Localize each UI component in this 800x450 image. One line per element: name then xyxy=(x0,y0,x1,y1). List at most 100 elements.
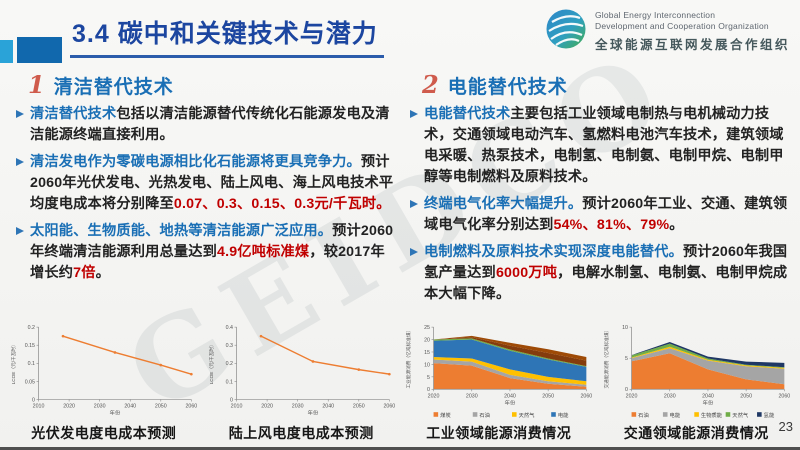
svg-text:年份: 年份 xyxy=(307,409,318,417)
bullet-list: 电能替代技术主要包括工业领域电制热与电机械动力技术，交通领域电动汽车、氢燃料电池… xyxy=(410,104,788,305)
chart-caption: 光伏发电度电成本预测 xyxy=(31,424,177,441)
svg-text:5: 5 xyxy=(427,375,430,381)
org-name-en-line1: Global Energy Interconnection xyxy=(594,9,716,20)
chart-wind-lcoe-plot: 0 0.1 0.2 0.3 0.4 2010 2020 2030 2040 2050 2060 LCO… xyxy=(208,325,395,417)
svg-text:2030: 2030 xyxy=(466,393,478,399)
svg-text:2030: 2030 xyxy=(94,404,106,410)
bullet-item: 清洁替代技术包括以清洁能源替代传统化石能源发电及清洁能源终端直接利用。 xyxy=(16,104,394,146)
svg-text:2010: 2010 xyxy=(33,404,45,410)
page-number: 23 xyxy=(778,419,793,434)
svg-text:2060: 2060 xyxy=(185,404,197,410)
svg-text:天然气: 天然气 xyxy=(519,411,536,419)
svg-text:0.05: 0.05 xyxy=(25,379,35,385)
chart-wind-lcoe: 0 0.1 0.2 0.3 0.4 2010 2020 2030 2040 2050 2060 LCO… xyxy=(206,320,398,443)
svg-text:年份: 年份 xyxy=(505,399,516,407)
svg-text:2060: 2060 xyxy=(383,404,395,410)
bullet-item: 电能替代技术主要包括工业领域电制热与电机械动力技术，交通领域电动汽车、氢燃料电池… xyxy=(410,104,788,188)
bullet-arrow-icon xyxy=(16,110,24,118)
bullet-arrow-icon xyxy=(410,248,418,257)
section-number: 1 xyxy=(28,70,45,99)
bullet-arrow-icon xyxy=(410,200,418,209)
chart-caption: 工业领域能源消费情况 xyxy=(426,424,572,441)
svg-text:2020: 2020 xyxy=(625,393,637,399)
svg-text:0.2: 0.2 xyxy=(28,325,35,331)
bullet-item: 电制燃料及原料技术实现深度电能替代。预计2060年我国氢产量达到6000万吨，电… xyxy=(410,242,788,305)
svg-text:0: 0 xyxy=(625,387,628,393)
svg-text:0: 0 xyxy=(230,397,233,403)
svg-text:0.1: 0.1 xyxy=(28,361,35,367)
svg-text:交通能源消费（亿吨标准煤）: 交通能源消费（亿吨标准煤） xyxy=(603,328,610,389)
chart-caption: 交通领域能源消费情况 xyxy=(623,424,769,441)
svg-text:2050: 2050 xyxy=(352,404,364,410)
svg-text:20: 20 xyxy=(424,337,430,343)
section-heading: 电能替代技术 xyxy=(447,77,568,98)
svg-text:2040: 2040 xyxy=(124,404,136,410)
svg-text:2030: 2030 xyxy=(291,404,303,410)
svg-text:2060: 2060 xyxy=(778,393,790,399)
chart-transport-energy-plot: 0 5 10 2020 2030 2040 2050 2060 交通能源消费（亿吨标准煤） 年份石… xyxy=(603,325,790,419)
bottom-edge-bar xyxy=(0,447,800,450)
svg-text:10: 10 xyxy=(622,325,628,331)
svg-text:2020: 2020 xyxy=(261,404,273,410)
svg-text:0.3: 0.3 xyxy=(225,343,232,349)
bullet-item: 终端电气化率大幅提升。预计2060年工业、交通、建筑领域电气化率分别达到54%、… xyxy=(410,194,788,236)
content-columns: 1 清洁替代技术 清洁替代技术包括以清洁能源替代传统化石能源发电及清洁能源终端直… xyxy=(0,66,800,320)
svg-text:0.1: 0.1 xyxy=(225,379,232,385)
svg-text:0: 0 xyxy=(427,387,430,393)
svg-text:2040: 2040 xyxy=(504,393,516,399)
bullet-item: 清洁发电作为零碳电源相比化石能源将更具竞争力。预计2060年光伏发电、光热发电、… xyxy=(16,152,394,215)
chart-transport-energy: 0 5 10 2020 2030 2040 2050 2060 交通能源消费（亿吨标准煤） 年份石… xyxy=(601,320,793,443)
section-number: 2 xyxy=(422,70,439,99)
svg-text:氢能: 氢能 xyxy=(763,411,774,419)
svg-text:电能: 电能 xyxy=(558,411,569,419)
bullet-list: 清洁替代技术包括以清洁能源替代传统化石能源发电及清洁能源终端直接利用。清洁发电作… xyxy=(16,104,394,284)
svg-text:生物质能: 生物质能 xyxy=(700,411,722,419)
bullet-arrow-icon xyxy=(16,158,24,167)
svg-text:0.15: 0.15 xyxy=(25,343,35,349)
bullet-arrow-icon xyxy=(16,227,24,236)
svg-text:LCOE（元/千瓦时）: LCOE（元/千瓦时） xyxy=(208,342,215,384)
header: 3.4 碳中和关键技术与潜力 xyxy=(0,0,800,66)
decor-square-light xyxy=(0,40,13,63)
svg-text:电能: 电能 xyxy=(669,411,680,419)
svg-text:2040: 2040 xyxy=(702,393,714,399)
decor-square-dark xyxy=(17,37,62,63)
chart-caption: 陆上风电度电成本预测 xyxy=(228,424,374,441)
chart-pv-lcoe: 0 0.05 0.1 0.15 0.2 2010 2020 2030 2040 2050 2060 L… xyxy=(8,320,200,443)
svg-text:LCOE（元/千瓦时）: LCOE（元/千瓦时） xyxy=(10,342,17,384)
chart-industry-energy-plot: 0 5 10 15 20 25 2020 2030 2040 2050 2060 工业能源消费（亿吨标… xyxy=(405,325,592,419)
svg-text:15: 15 xyxy=(424,350,430,356)
svg-text:2020: 2020 xyxy=(63,404,75,410)
svg-text:煤炭: 煤炭 xyxy=(440,411,451,419)
svg-text:年份: 年份 xyxy=(702,399,713,407)
svg-text:石油: 石油 xyxy=(479,411,490,419)
svg-text:2010: 2010 xyxy=(230,404,242,410)
svg-text:工业能源消费（亿吨标准煤）: 工业能源消费（亿吨标准煤） xyxy=(405,328,412,389)
svg-text:25: 25 xyxy=(424,325,430,331)
svg-text:0.4: 0.4 xyxy=(225,325,232,331)
svg-text:2050: 2050 xyxy=(155,404,167,410)
svg-text:2030: 2030 xyxy=(663,393,675,399)
bullet-item: 太阳能、生物质能、地热等清洁能源广泛应用。预计2060年终端清洁能源利用总量达到… xyxy=(16,221,394,284)
section-clean-replacement: 1 清洁替代技术 清洁替代技术包括以清洁能源替代传统化石能源发电及清洁能源终端直… xyxy=(16,68,394,320)
svg-text:2040: 2040 xyxy=(322,404,334,410)
svg-text:0.2: 0.2 xyxy=(225,361,232,367)
org-name-en-line2: Development and Cooperation Organization xyxy=(594,21,769,31)
globe-icon xyxy=(545,8,587,55)
section-heading: 清洁替代技术 xyxy=(53,77,174,98)
svg-text:年份: 年份 xyxy=(110,409,121,417)
chart-industry-energy: 0 5 10 15 20 25 2020 2030 2040 2050 2060 工业能源消费（亿吨标… xyxy=(403,320,595,443)
svg-text:2050: 2050 xyxy=(542,393,554,399)
svg-text:2050: 2050 xyxy=(740,393,752,399)
svg-text:石油: 石油 xyxy=(638,411,649,419)
org-logo: Global Energy Interconnection Developmen… xyxy=(545,8,790,55)
chart-pv-lcoe-plot: 0 0.05 0.1 0.15 0.2 2010 2020 2030 2040 2050 2060 L… xyxy=(10,325,197,417)
page-title: 3.4 碳中和关键技术与潜力 xyxy=(70,14,384,58)
svg-text:2020: 2020 xyxy=(428,393,440,399)
svg-text:5: 5 xyxy=(625,356,628,362)
org-name-cn: 全球能源互联网发展合作组织 xyxy=(594,38,790,53)
svg-text:10: 10 xyxy=(424,362,430,368)
svg-text:2060: 2060 xyxy=(580,393,592,399)
svg-text:0: 0 xyxy=(32,397,35,403)
